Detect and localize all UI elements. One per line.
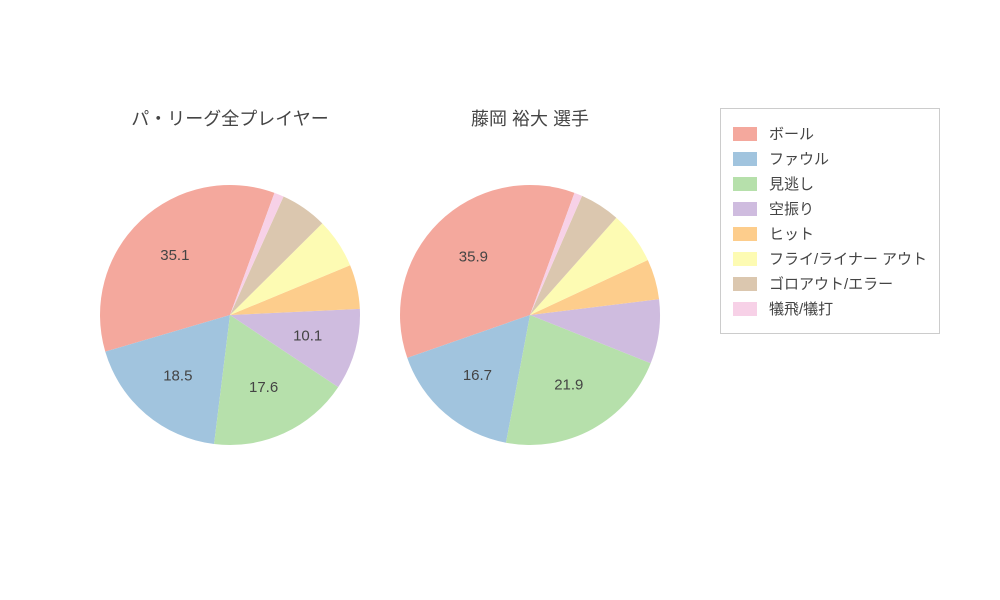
legend-item-swing: 空振り xyxy=(733,198,927,219)
pie-slice-label: 35.1 xyxy=(160,247,189,264)
legend-item-look: 見逃し xyxy=(733,173,927,194)
legend-item-fly: フライ/ライナー アウト xyxy=(733,248,927,269)
legend-label: 空振り xyxy=(769,198,814,219)
legend-swatch xyxy=(733,277,757,291)
legend-item-foul: ファウル xyxy=(733,148,927,169)
pie-slice-label: 16.7 xyxy=(463,367,492,384)
legend-label: ファウル xyxy=(769,148,829,169)
legend-label: 見逃し xyxy=(769,173,814,194)
legend-label: ボール xyxy=(769,123,814,144)
legend-swatch xyxy=(733,302,757,316)
legend-item-ground: ゴロアウト/エラー xyxy=(733,273,927,294)
pie-slice-label: 18.5 xyxy=(163,367,192,384)
legend-item-ball: ボール xyxy=(733,123,927,144)
pie-slice-label: 21.9 xyxy=(554,377,583,394)
chart-container: { "canvas": { "width": 1000, "height": 6… xyxy=(0,0,1000,600)
legend-swatch xyxy=(733,177,757,191)
legend-swatch xyxy=(733,252,757,266)
legend-label: フライ/ライナー アウト xyxy=(769,248,927,269)
pie-slice-label: 10.1 xyxy=(293,328,322,345)
pie-slice-label: 35.9 xyxy=(459,249,488,266)
legend-item-sac: 犠飛/犠打 xyxy=(733,298,927,319)
legend-swatch xyxy=(733,227,757,241)
legend-swatch xyxy=(733,152,757,166)
legend-swatch xyxy=(733,202,757,216)
legend-item-hit: ヒット xyxy=(733,223,927,244)
pie-slice-label: 17.6 xyxy=(249,379,278,396)
legend: ボールファウル見逃し空振りヒットフライ/ライナー アウトゴロアウト/エラー犠飛/… xyxy=(720,108,940,334)
legend-label: ヒット xyxy=(769,223,814,244)
legend-swatch xyxy=(733,127,757,141)
legend-label: ゴロアウト/エラー xyxy=(769,273,893,294)
legend-label: 犠飛/犠打 xyxy=(769,298,833,319)
